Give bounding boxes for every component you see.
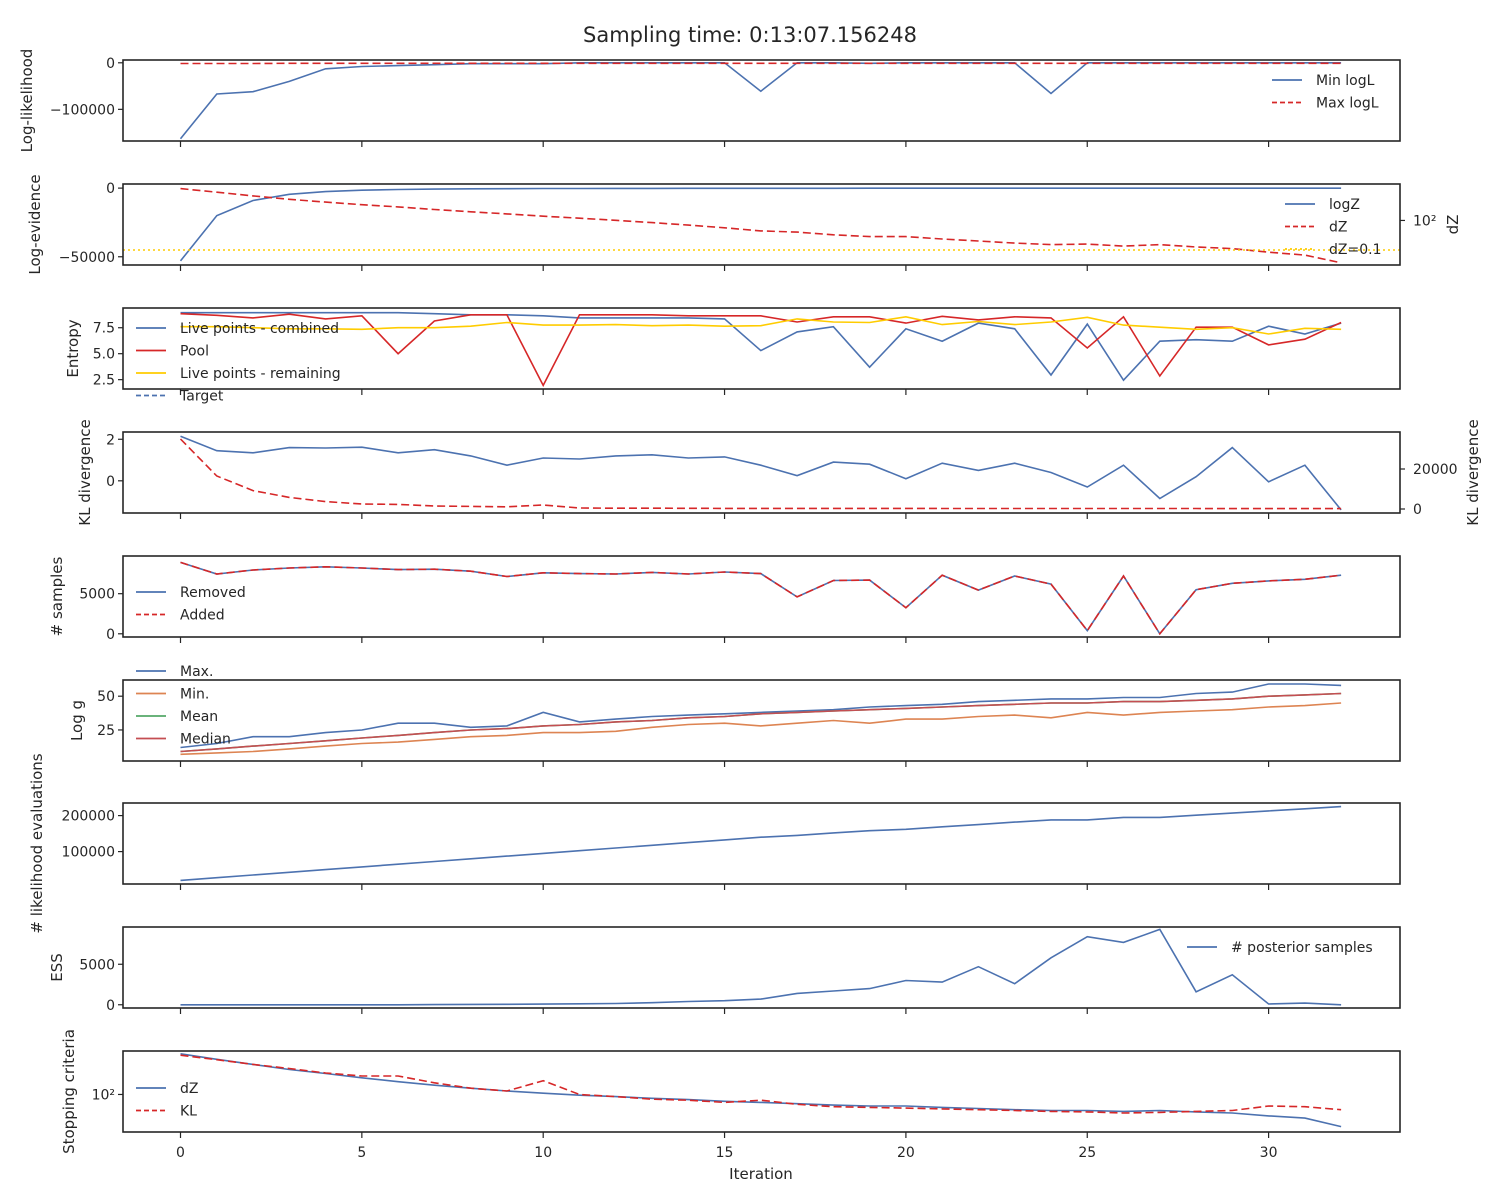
series-line (179, 187, 1342, 262)
series-line (180, 683, 1342, 749)
panel-7: 100000 200000 # likelihood evaluations (28, 753, 1401, 934)
legend-label: dZ (1329, 220, 1347, 236)
plot-frame (122, 679, 1401, 762)
x-tick-label: 5 (357, 1145, 366, 1161)
y-tick-label: 0 (106, 181, 115, 197)
plot-frame (122, 1050, 1401, 1133)
series-line (180, 692, 1342, 753)
y-tick-label: 5000 (79, 957, 115, 973)
legend-label: Min. (180, 687, 209, 703)
y-tick-label: 25 (97, 723, 115, 739)
y-axis-label: # likelihood evaluations (28, 753, 46, 933)
y-tick-label: 200000 (62, 809, 115, 825)
y2-tick-label: 20000 (1413, 462, 1458, 478)
legend-label: Live points - combined (180, 321, 339, 337)
series-line (180, 928, 1342, 1006)
y-tick-label: 0 (106, 474, 115, 490)
plot-frame (122, 926, 1401, 1009)
x-tick-label: 30 (1260, 1145, 1278, 1161)
y-tick-label: 0 (106, 998, 115, 1014)
panel-3: 2.5 5.0 7.5 Entropy Live points - combined Po… (64, 307, 1401, 405)
legend-label: KL (180, 1104, 197, 1120)
panel-9: 10² 0 5 10 15 20 25 30 Stopping criteria dZ KL (60, 1029, 1401, 1161)
panel-4: 0 2 0 20000 KL divergence KL divergence (76, 419, 1482, 525)
y-tick-label: −50000 (59, 250, 115, 266)
y-axis-label: Entropy (64, 319, 82, 377)
y-axis-label: Log-likelihood (18, 49, 36, 153)
y-tick-label: 50 (97, 689, 115, 705)
legend-label: # posterior samples (1231, 940, 1373, 956)
series-line (179, 62, 1342, 140)
legend-label: Added (180, 608, 225, 624)
x-tick-label: 15 (716, 1145, 734, 1161)
y2-tick-label: 0 (1413, 502, 1422, 518)
series-line (180, 702, 1342, 756)
plot-frame (122, 802, 1401, 885)
series-line (180, 187, 1342, 264)
y-axis-label: # samples (48, 556, 66, 636)
y-axis-label: ESS (48, 953, 66, 982)
legend-label: Target (179, 389, 224, 405)
legend-label: Mean (180, 709, 218, 725)
x-tick-label: 10 (534, 1145, 552, 1161)
y2-axis-label: KL divergence (1464, 419, 1482, 525)
y2-axis-label: dZ (1444, 215, 1462, 235)
series-line (180, 805, 1342, 882)
plot-frame (122, 431, 1401, 514)
panel-1: 0 −100000 Log-likelihood Min logL Max logL (18, 49, 1401, 153)
panel-2: 0 −50000 10² Log-evidence dZ logZ dZ dZ=0.1 (26, 174, 1462, 274)
plot-frame (122, 59, 1401, 142)
series-line (180, 561, 1342, 636)
y-tick-label: 2 (106, 432, 115, 448)
legend-label: Max logL (1316, 96, 1379, 112)
series-line (180, 1053, 1342, 1128)
y-tick-label: 0 (106, 627, 115, 643)
y-axis-label: Log g (68, 700, 86, 741)
y-tick-label: 5000 (79, 587, 115, 603)
legend-label: dZ (180, 1081, 198, 1097)
y-axis-label: Log-evidence (26, 174, 44, 274)
panel-6: 25 50 Log g Max. Min. Mean Median (68, 664, 1401, 767)
legend-label: logZ (1329, 197, 1360, 213)
panel-5: 0 5000 # samples Removed Added (48, 555, 1401, 643)
y-axis-label: KL divergence (76, 419, 94, 525)
legend-label: Removed (180, 585, 246, 601)
figure-title: Sampling time: 0:13:07.156248 (583, 23, 917, 47)
x-tick-label: 0 (176, 1145, 185, 1161)
legend-label: Max. (180, 664, 213, 680)
series-line (180, 435, 1342, 511)
plot-frame (122, 307, 1401, 390)
x-tick-label: 25 (1078, 1145, 1096, 1161)
legend-label: Live points - remaining (180, 366, 341, 382)
legend-label: Median (180, 732, 231, 748)
y-tick-label: −100000 (50, 102, 115, 118)
y-tick-label: 7.5 (93, 321, 115, 337)
series-line (180, 1054, 1342, 1114)
legend-label: dZ=0.1 (1329, 242, 1381, 258)
y-tick-label: 5.0 (93, 347, 115, 363)
series-line (180, 315, 1342, 335)
y-tick-label: 10² (92, 1087, 115, 1103)
panel-8: 0 5000 ESS # posterior samples (48, 926, 1401, 1014)
series-line (179, 438, 1342, 510)
x-tick-label: 20 (897, 1145, 915, 1161)
y-axis-label: Stopping criteria (60, 1029, 78, 1154)
y-tick-label: 0 (106, 56, 115, 72)
series-line (180, 311, 1342, 382)
series-line (180, 692, 1342, 753)
plot-frame (122, 183, 1401, 266)
y-tick-label: 100000 (62, 845, 115, 861)
y2-tick-label: 10² (1413, 213, 1436, 229)
legend-label: Pool (180, 344, 209, 360)
x-axis-label: Iteration (729, 1165, 793, 1183)
y-tick-label: 2.5 (93, 373, 115, 389)
legend-label: Min logL (1316, 73, 1375, 89)
plot-frame (122, 555, 1401, 638)
